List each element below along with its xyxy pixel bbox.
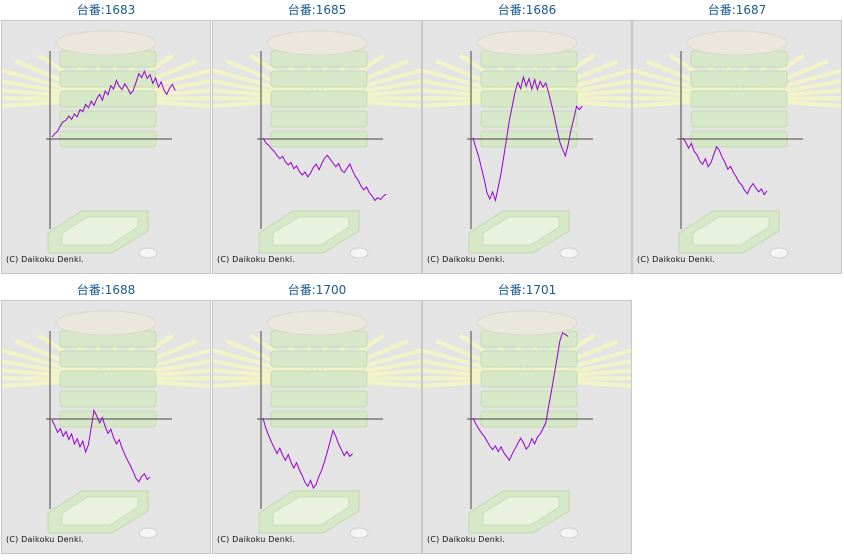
graph-svg	[213, 30, 421, 259]
slump-graph[interactable]: (C) Daikoku Denki.	[212, 300, 422, 554]
copyright-text: (C) Daikoku Denki.	[637, 255, 716, 264]
machine-illustration	[213, 30, 421, 259]
machine-card-1686: 台番:1686 (C) Daikoku Denki.	[422, 0, 632, 274]
copyright-text: (C) Daikoku Denki.	[427, 535, 506, 544]
machine-illustration	[423, 30, 631, 259]
graph-svg	[213, 310, 421, 539]
machine-illustration	[2, 310, 210, 539]
machine-title[interactable]: 台番:1686	[497, 3, 557, 17]
slump-graph[interactable]: (C) Daikoku Denki.	[422, 20, 632, 274]
graph-svg	[423, 310, 631, 539]
copyright-text: (C) Daikoku Denki.	[6, 255, 85, 264]
machine-card-1701: 台番:1701 (C) Daikoku Denki.	[422, 280, 632, 554]
slump-line	[472, 331, 569, 462]
machine-title[interactable]: 台番:1701	[497, 283, 557, 297]
machine-card-1700: 台番:1700 (C) Daikoku Denki.	[212, 280, 422, 554]
slump-graph[interactable]: (C) Daikoku Denki.	[1, 20, 211, 274]
copyright-text: (C) Daikoku Denki.	[217, 255, 296, 264]
slump-graph[interactable]: (C) Daikoku Denki.	[632, 20, 842, 274]
machine-card-1688: 台番:1688 (C) Daikoku Denki.	[1, 280, 211, 554]
slump-line	[262, 137, 387, 202]
slump-graph[interactable]: (C) Daikoku Denki.	[1, 300, 211, 554]
machine-illustration	[2, 30, 210, 259]
slump-line	[472, 75, 583, 203]
copyright-text: (C) Daikoku Denki.	[6, 535, 85, 544]
copyright-text: (C) Daikoku Denki.	[427, 255, 506, 264]
machine-illustration	[633, 30, 841, 259]
machine-illustration	[423, 310, 631, 539]
machine-title[interactable]: 台番:1688	[76, 283, 136, 297]
machine-title[interactable]: 台番:1687	[707, 3, 767, 17]
graph-svg	[2, 30, 210, 259]
graph-svg	[2, 310, 210, 539]
machine-illustration	[213, 310, 421, 539]
machine-card-1685: 台番:1685 (C) Daikoku Denki.	[212, 0, 422, 274]
copyright-text: (C) Daikoku Denki.	[217, 535, 296, 544]
graph-svg	[423, 30, 631, 259]
machine-title[interactable]: 台番:1683	[76, 3, 136, 17]
machine-title[interactable]: 台番:1685	[287, 3, 347, 17]
machine-card-1683: 台番:1683 (C) Daikoku Denki.	[1, 0, 211, 274]
slump-line	[262, 417, 353, 490]
slump-line	[682, 137, 768, 196]
slump-line	[51, 408, 151, 483]
slump-graph[interactable]: (C) Daikoku Denki.	[422, 300, 632, 554]
slump-graph[interactable]: (C) Daikoku Denki.	[212, 20, 422, 274]
graph-svg	[633, 30, 841, 259]
machine-card-1687: 台番:1687 (C) Daikoku Denki.	[632, 0, 842, 274]
machine-title[interactable]: 台番:1700	[287, 283, 347, 297]
slump-line	[51, 69, 176, 138]
